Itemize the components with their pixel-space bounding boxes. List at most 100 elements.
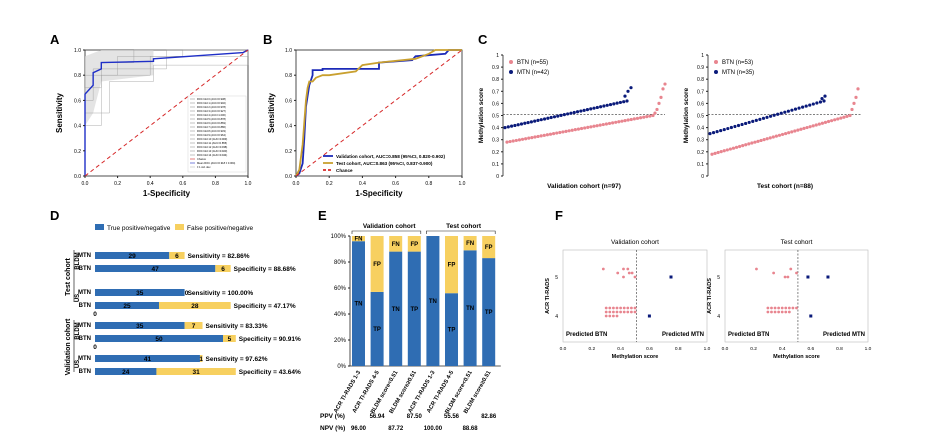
panel-a-legend-entry: ROC fold 12 (AUC=0.938) <box>197 145 227 149</box>
panel-e-bar-label-upper: FN <box>392 242 400 248</box>
panel-c-btn-point <box>511 139 515 143</box>
panel-c-xlabel: Test cohort (n=88) <box>757 183 813 190</box>
panel-letter-c: C <box>478 32 488 47</box>
panel-c-mtn-point <box>747 120 751 125</box>
panel-f-xtick-label: 0.2 <box>588 346 595 352</box>
panel-c-btn-point <box>848 113 852 118</box>
panel-c-btn-point <box>623 118 627 123</box>
panel-a-legend-entry: ROC fold 7 (AUC=0.886) <box>197 125 226 129</box>
panel-c-ytick-label: 0.3 <box>492 138 499 144</box>
panel-a-legend-entry: ± 1 std. dev. <box>197 165 211 169</box>
panel-d-bar-false <box>215 265 231 272</box>
panel-c-ytick-label: 0.5 <box>697 114 704 120</box>
panel-a-legend-entry: ROC fold 3 (AUC=0.927) <box>197 109 226 113</box>
panel-f-btn-point <box>615 310 619 314</box>
panel-e-bar-lower <box>426 236 440 366</box>
panel-f-region-label-mtn: Predicted MTN <box>662 332 704 338</box>
panel-c-btn-point <box>759 138 763 143</box>
panel-f-btn-point <box>630 310 633 314</box>
panel-c-btn-point <box>573 128 577 132</box>
panel-f-btn-point <box>615 314 619 318</box>
panel-c-mtn-point <box>575 110 580 114</box>
panel-f-ytick-label: 5 <box>555 275 558 281</box>
panel-c-btn-point <box>635 116 640 120</box>
panel-d-bar-true-label: 50 <box>155 336 163 343</box>
panel-d-row-label: MTN <box>78 253 91 259</box>
panel-a-roc-folds: 0.0 0.2 0.4 0.6 0.8 1.0 0.0 0.2 0.4 0.6 0.8 1.0 1-Sp… <box>55 48 252 198</box>
panel-c-ytick-label: 0.9 <box>492 65 499 71</box>
panel-c-btn-point <box>524 137 528 141</box>
panel-c-mtn-point <box>566 112 570 116</box>
panel-e-npv-value: 88.68 <box>463 426 479 432</box>
panel-c-btn-point <box>651 113 655 118</box>
panel-e-cohort-label: Validation cohort <box>363 223 417 230</box>
panel-c-btn-point <box>545 133 549 137</box>
panel-f-frame <box>562 249 708 343</box>
panel-c-mtn-point <box>612 102 616 106</box>
panel-d-bar-false <box>184 322 203 329</box>
panel-c-btn-point <box>826 119 831 124</box>
panel-c-btn-point <box>765 137 769 141</box>
panel-d-bar-true <box>95 322 185 329</box>
panel-e-bar-label-upper: FP <box>373 262 381 268</box>
panel-c-btn-point <box>842 115 846 119</box>
panel-f-xlabel: Methylation score <box>773 354 820 360</box>
panel-c-btn-point <box>856 87 860 91</box>
panel-c-btn-point <box>561 130 565 134</box>
panel-f-btn-point <box>612 310 615 314</box>
panel-f-btn-point <box>777 310 781 314</box>
panel-letter-e: E <box>318 208 327 223</box>
panel-f-mtn-point <box>826 275 830 279</box>
panel-f-btn-point <box>619 310 622 314</box>
panel-c-btn-point <box>611 121 615 125</box>
panel-c-mtn-point <box>625 99 629 103</box>
panel-f-btn-point <box>786 275 790 279</box>
panel-e-bar-label-lower: TN <box>355 302 363 308</box>
panel-e-bar-upper <box>407 236 421 252</box>
panel-e-cohort-bracket <box>351 230 422 234</box>
panel-c-mtn-point <box>761 116 766 120</box>
panel-c-ytick-label: 0.7 <box>697 89 704 95</box>
panel-e-cohort-bracket <box>426 230 496 234</box>
panel-c-btn-point <box>756 139 760 143</box>
panel-f-btn-point <box>630 306 633 310</box>
panel-c-legend-marker <box>714 60 718 64</box>
panel-b-ytick-label: 0.2 <box>285 149 292 155</box>
panel-c-mtn-point <box>595 105 599 110</box>
panel-f-btn-point <box>626 310 630 314</box>
panel-a-legend-entry: ROC fold 10 (AUC=0.909) <box>197 137 227 141</box>
panel-c-btn-point <box>725 148 729 152</box>
panel-d-bar-false-label: 31 <box>193 369 201 376</box>
panel-c-ytick-label: 0.8 <box>697 77 704 83</box>
panel-c-ytick-label: 0 <box>496 174 499 180</box>
panel-c-legend-entry: MTN (n=35) <box>722 70 754 76</box>
panel-c-btn-point <box>731 146 736 150</box>
panel-f-btn-point <box>773 306 777 310</box>
panel-a-xtick-label: 0.8 <box>212 181 219 187</box>
panel-c-mtn-point <box>539 118 543 122</box>
panel-c-btn-point <box>653 111 657 115</box>
panel-a-legend-entry: ROC fold 11 (AUC=0.855) <box>197 141 227 145</box>
panel-c-btn-point <box>655 107 659 112</box>
panel-a-legend-entry: ROC fold 6 (AUC=0.869) <box>197 121 226 125</box>
panel-a-xtick-label: 1.0 <box>245 181 252 187</box>
panel-c-btn-point <box>508 139 512 144</box>
panel-c-btn-point <box>750 141 754 145</box>
panel-e-bar-upper <box>463 236 477 251</box>
panel-c-ytick-label: 0.2 <box>697 150 704 156</box>
panel-c-legend-entry: BTN (n=55) <box>517 60 548 66</box>
panel-e-bar-label-upper: FP <box>448 263 456 269</box>
panel-d-bar-false-label: 6 <box>175 253 179 260</box>
panel-e-bar-lower <box>445 293 458 366</box>
panel-a-legend-entry: ROC fold 8 (AUC=0.933) <box>197 129 226 133</box>
panel-e-bar-lower <box>352 241 365 366</box>
panel-d-legend-swatch-true <box>95 224 104 230</box>
panel-b-xtick-label: 0.4 <box>359 181 366 187</box>
panel-c-legend-marker <box>509 60 513 64</box>
panel-f-btn-point <box>604 314 608 318</box>
panel-d-row-label: BTN <box>79 303 91 309</box>
panel-a-xlabel: 1-Specificity <box>143 189 191 198</box>
panel-f-btn-point <box>633 275 637 279</box>
panel-f-btn-point <box>601 267 605 271</box>
